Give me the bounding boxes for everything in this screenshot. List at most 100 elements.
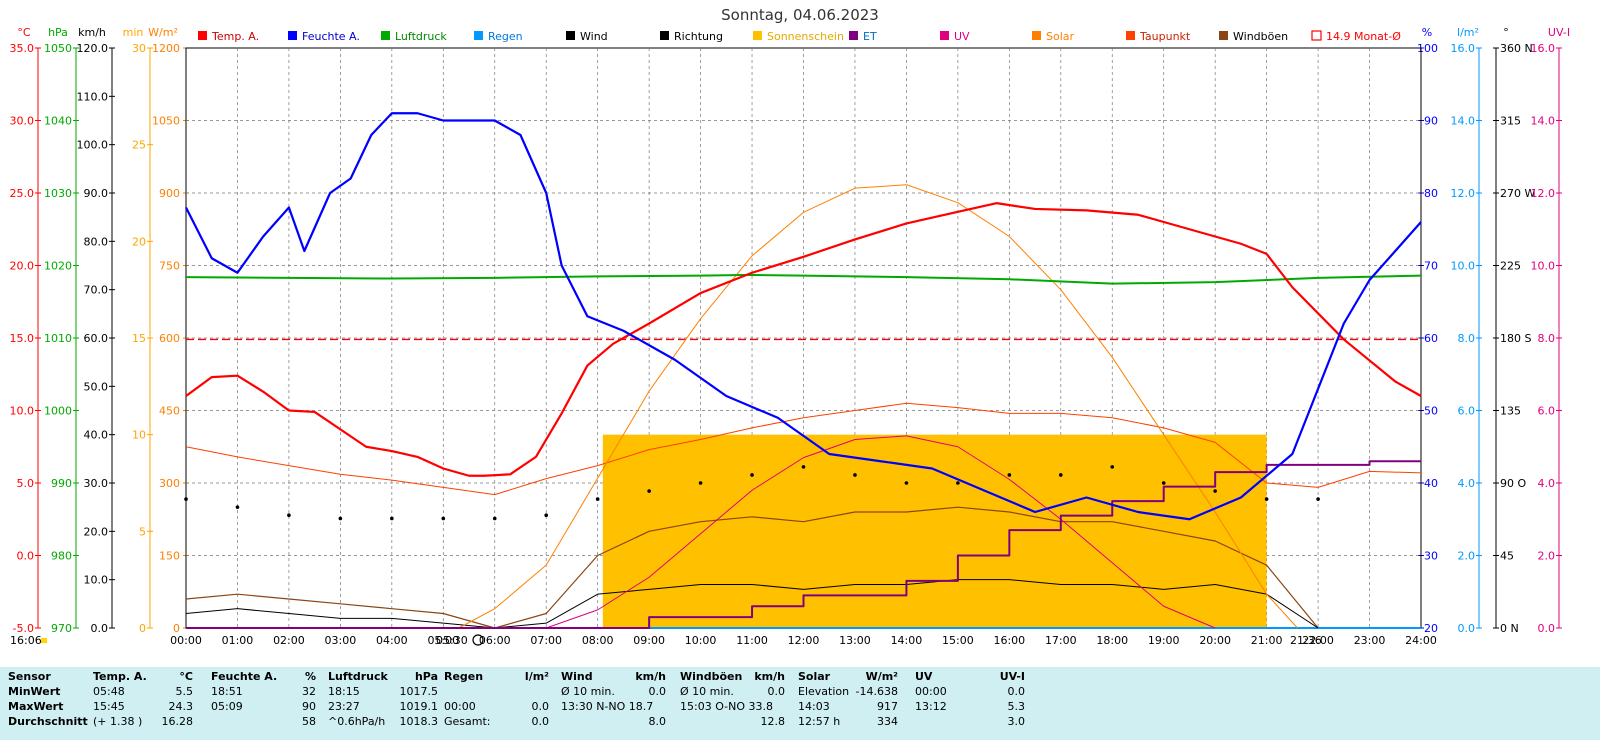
- legend-swatch: [753, 31, 762, 40]
- x-tick-label: 07:00: [530, 634, 562, 647]
- direction-point: [235, 505, 240, 509]
- legend-swatch: [566, 31, 575, 40]
- stats-cell-time: 00:00: [915, 685, 947, 698]
- stats-cell-value: 1019.1: [399, 700, 439, 713]
- direction-point: [1161, 481, 1166, 485]
- temp-unit-label: °C: [17, 26, 31, 39]
- temp-tick-label: 35.0: [10, 42, 35, 55]
- stats-cell-value: 917: [877, 700, 898, 713]
- x-tick-label: 03:00: [325, 634, 357, 647]
- direction-point: [287, 513, 291, 518]
- stats-group-header: UV: [915, 670, 933, 683]
- humidity-tick-label: 70: [1424, 260, 1438, 273]
- sunrise-icon: [472, 634, 484, 646]
- stats-cell-time: 13:12: [915, 700, 947, 713]
- wind-tick-label: 80.0: [84, 235, 109, 248]
- legend-label: Wind: [580, 30, 608, 43]
- direction-point: [184, 497, 188, 501]
- direction-point: [904, 481, 909, 485]
- legend-swatch: [1219, 31, 1228, 40]
- x-tick-label: 15:00: [942, 634, 974, 647]
- legend-swatch: [940, 31, 949, 40]
- direction-point: [1316, 497, 1320, 501]
- x-tick-label: 23:00: [1354, 634, 1386, 647]
- x-tick-label: 19:00: [1148, 634, 1180, 647]
- legend-swatch: [1126, 31, 1135, 40]
- uv-tick-label: 12.0: [1531, 187, 1556, 200]
- sunset-label: 21:36: [1290, 634, 1322, 647]
- legend-swatch: [381, 31, 390, 40]
- uv-tick-label: 16.0: [1531, 42, 1556, 55]
- direction-point: [853, 473, 857, 477]
- wind-tick-label: 40.0: [84, 429, 109, 442]
- humidity-tick-label: 30: [1424, 550, 1438, 563]
- stats-cell-value: 0.0: [648, 685, 667, 698]
- pressure-tick-label: 990: [51, 477, 72, 490]
- direction-point: [595, 497, 600, 501]
- x-tick-label: 02:00: [273, 634, 305, 647]
- legend-label: Feuchte A.: [302, 30, 360, 43]
- stats-row-label: Sensor: [8, 670, 51, 683]
- stats-group-unit: l/m²: [524, 670, 549, 683]
- x-tick-label: 16:00: [993, 634, 1025, 647]
- wind-tick-label: 0.0: [91, 622, 109, 635]
- feuchte-a-line: [185, 112, 1422, 521]
- sunrise-label: 05:30: [436, 634, 468, 647]
- stats-cell-value: 16.28: [161, 715, 194, 728]
- legend-label: ET: [863, 30, 877, 43]
- legend-label: Solar: [1046, 30, 1075, 43]
- stats-group-unit: W/m²: [865, 670, 898, 683]
- stats-group-unit: °C: [179, 670, 193, 683]
- direction-point: [338, 516, 343, 521]
- sunshine_min-tick-label: 25: [132, 139, 146, 152]
- x-tick-label: 24:00: [1405, 634, 1437, 647]
- stats-cell-time: 23:27: [328, 700, 360, 713]
- legend-label: Regen: [488, 30, 523, 43]
- stats-cell-value: 32: [302, 685, 316, 698]
- stats-group-header: Windböen: [680, 670, 743, 683]
- uv-tick-label: 8.0: [1538, 332, 1556, 345]
- luftdruck-line: [185, 273, 1422, 285]
- legend-swatch: [660, 31, 669, 40]
- stats-group-header: Feuchte A.: [211, 670, 278, 683]
- wind-tick-label: 10.0: [84, 574, 109, 587]
- humidity-tick-label: 40: [1424, 477, 1438, 490]
- windb-en-line: [185, 506, 1319, 629]
- axes: 00:00 01:00 02:00 03:00 04:00 05:00 06:00 07:00…: [10, 26, 1571, 647]
- direction-tick-label: 45: [1500, 550, 1514, 563]
- sunshine_min-tick-label: 20: [132, 235, 146, 248]
- sunshine_min-tick-label: 30: [132, 42, 146, 55]
- x-tick-label: 21:00: [1251, 634, 1283, 647]
- stats-cell-time: 05:09: [211, 700, 243, 713]
- uv-line: [546, 435, 1216, 629]
- legend: Temp. A. Feuchte A. Luftdruck Regen Wind Rich…: [198, 30, 1401, 43]
- x-tick-label: 18:00: [1096, 634, 1128, 647]
- stats-cell-time: 18:51: [211, 685, 243, 698]
- stats-cell-time: Ø 10 min.: [680, 685, 734, 698]
- stats-group-unit: hPa: [414, 670, 438, 683]
- taupunkt-line: [185, 402, 1422, 496]
- sunshine_min-tick-label: 15: [132, 332, 146, 345]
- stats-cell-value: 0.0: [531, 700, 550, 713]
- stats-cell-time: 15:03 O-NO 33.8: [680, 700, 774, 713]
- temp-tick-label: 0.0: [17, 550, 35, 563]
- temp-tick-label: 15.0: [10, 332, 35, 345]
- solar-tick-label: 150: [159, 550, 180, 563]
- stats-cell-value: 1017.5: [399, 685, 439, 698]
- stats-cell-value: 5.3: [1007, 700, 1026, 713]
- pressure-unit-label: hPa: [48, 26, 68, 39]
- wind-tick-label: 60.0: [84, 332, 109, 345]
- et-line: [186, 460, 1421, 629]
- pressure-tick-label: 1050: [44, 42, 72, 55]
- x-tick-label: 01:00: [222, 634, 254, 647]
- direction-tick-label: 180 S: [1500, 332, 1531, 345]
- stats-group-unit: km/h: [635, 670, 666, 683]
- stats-group-unit: %: [304, 670, 316, 683]
- annotations: 16:06 05:30 21:36: [10, 634, 1322, 647]
- wind-tick-label: 120.0: [77, 42, 109, 55]
- humidity-unit-label: %: [1422, 26, 1432, 39]
- direction-tick-label: 270 W: [1500, 187, 1535, 200]
- stats-cell-value: 12.8: [760, 715, 786, 728]
- x-tick-label: 13:00: [839, 634, 871, 647]
- pressure-tick-label: 970: [51, 622, 72, 635]
